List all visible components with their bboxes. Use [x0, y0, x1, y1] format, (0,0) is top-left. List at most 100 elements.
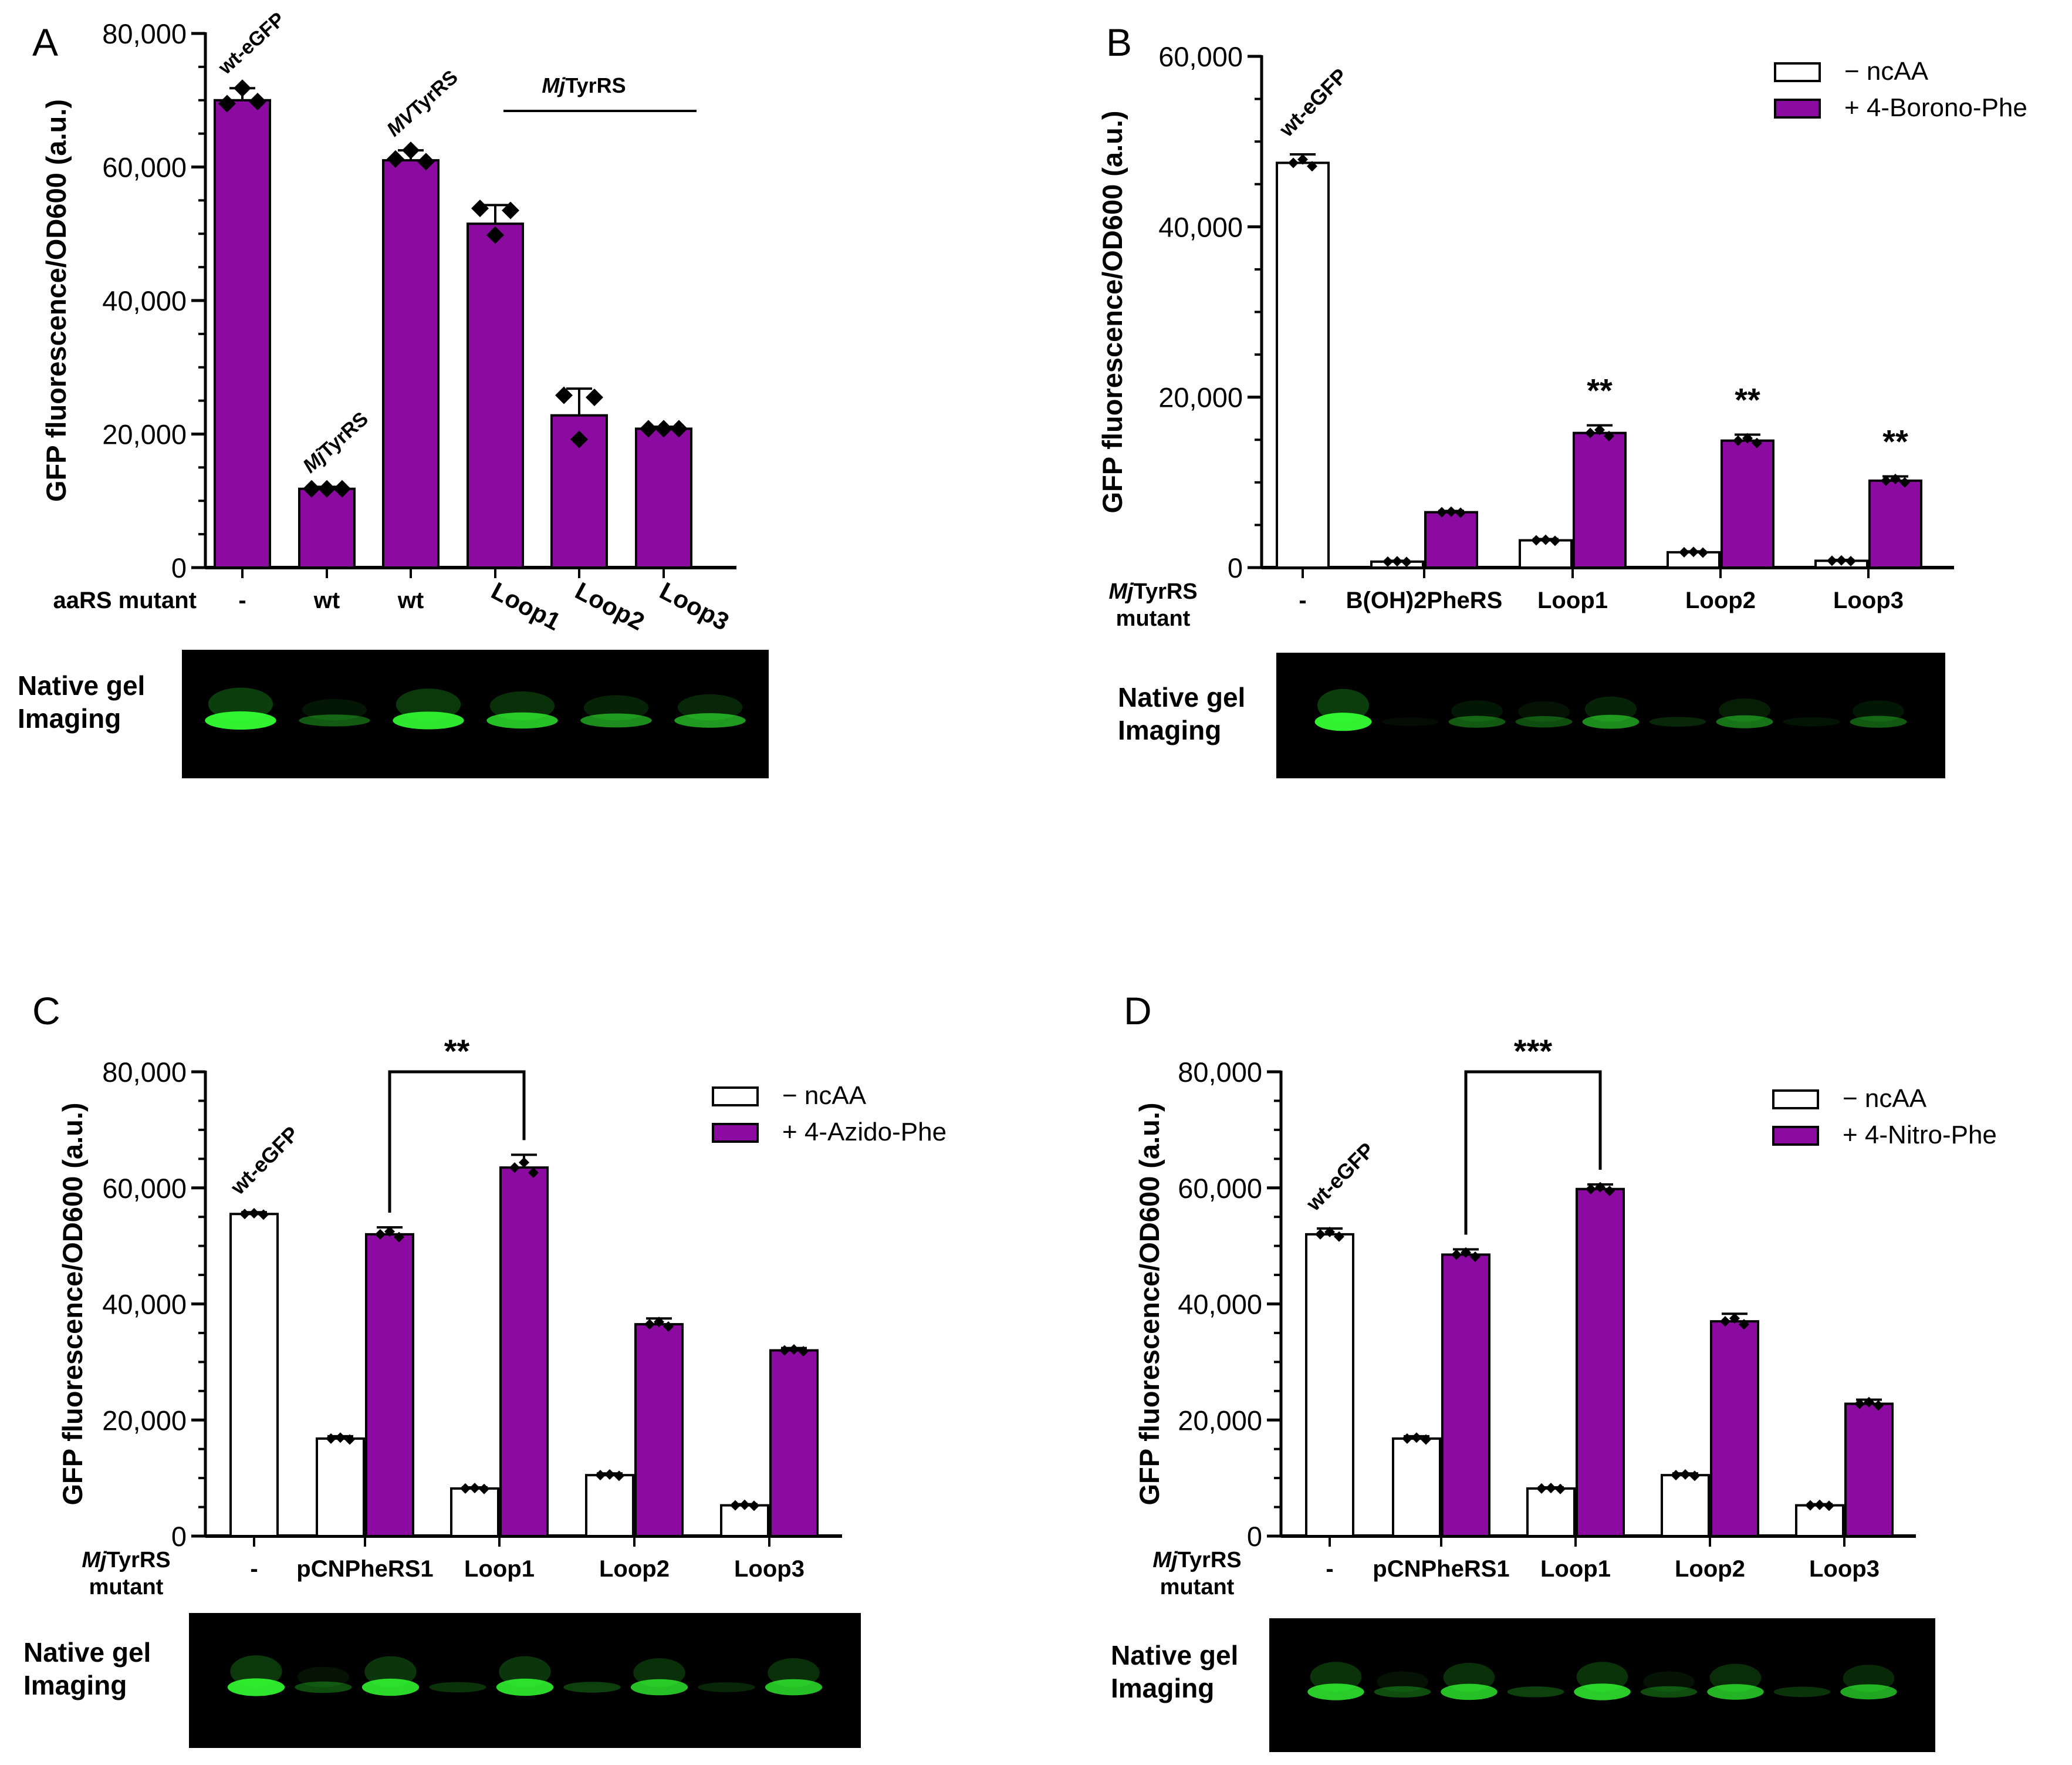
panel-b-gel-band-smear: [1718, 698, 1771, 722]
panel-d-bar-ncaa: [1576, 1187, 1625, 1538]
panel-d-gel-band-smear: [1843, 1665, 1895, 1692]
panel-b-legend-label: − ncAA: [1844, 57, 1929, 86]
panel-a-bar: [382, 159, 440, 569]
panel-b-category-label: -: [1299, 588, 1306, 613]
panel-b-bar-wt-data-point: [1288, 157, 1299, 168]
panel-c-bracket: [388, 1070, 526, 1213]
panel-b-bar-no-ncaa-data-point: [1383, 556, 1393, 567]
panel-a-category-label: Loop3: [655, 576, 734, 636]
panel-b-gel-band: [1381, 717, 1439, 726]
panel-c-gel-band: [496, 1678, 554, 1696]
panel-b-significance: **: [1882, 423, 1908, 460]
panel-b-bar-ncaa: [1721, 439, 1774, 569]
panel-d-category-label: Loop3: [1809, 1556, 1880, 1582]
panel-a-group-label: MjTyrRS: [542, 73, 626, 97]
panel-b-gel-band: [1783, 717, 1840, 727]
panel-d-bracket: [1464, 1070, 1602, 1235]
panel-a-bar-data-point: [417, 153, 435, 171]
panel-a-bar-data-point: [318, 480, 336, 498]
panel-b-gel-band-smear: [1451, 700, 1503, 722]
panel-c-bar-ncaa: [499, 1166, 549, 1538]
panel-c-bar-ncaa-data-point: [509, 1162, 520, 1173]
panel-c-bar-wt-data-point: [258, 1209, 269, 1220]
panel-c-y-label: GFP fluorescence/OD600 (a.u.): [57, 1102, 88, 1505]
panel-c-bar-ncaa-data-point: [375, 1229, 386, 1240]
panel-a-bar-data-point: [218, 95, 236, 113]
panel-d-gel-band-smear: [1643, 1671, 1695, 1692]
panel-d-ytick-label: 40,000: [1178, 1289, 1262, 1320]
panel-b-bar-wt: [1276, 161, 1330, 569]
panel-b-bar-ncaa-data-point: [1594, 424, 1605, 436]
panel-c-gel-band: [227, 1678, 285, 1696]
panel-c-bar-ncaa: [365, 1233, 414, 1538]
panel-d-bar-no-ncaa: [1392, 1437, 1441, 1537]
panel-a-gel-band-smear: [302, 698, 367, 721]
panel-d-gel-band: [1640, 1686, 1698, 1698]
panel-d-category-label: pCNPheRS1: [1373, 1556, 1509, 1582]
panel-c-legend-swatch: [712, 1123, 759, 1143]
panel-c-bar-no-ncaa-data-point: [469, 1483, 480, 1494]
panel-a-gel-band-smear: [396, 689, 461, 721]
panel-d-gel-band-smear: [1576, 1662, 1628, 1692]
panel-b-bar-no-ncaa-data-point: [1540, 534, 1551, 545]
panel-b-bar-annotation: wt-eGFP: [1274, 63, 1352, 141]
panel-b-bar-no-ncaa-data-point: [1827, 555, 1837, 566]
panel-c-bar-ncaa-data-point: [644, 1319, 655, 1330]
panel-c-bar-no-ncaa-data-point: [595, 1470, 606, 1481]
panel-b-gel-band: [1515, 716, 1573, 728]
panel-c-bracket-label: **: [444, 1032, 470, 1069]
panel-b-bar-no-ncaa-data-point: [1845, 555, 1856, 566]
panel-d-gel-band: [1707, 1684, 1764, 1700]
panel-d-bar-no-ncaa-data-point: [1814, 1499, 1825, 1510]
panel-b-gel-label-2: Imaging: [1118, 715, 1221, 745]
panel-b-category-label: Loop3: [1833, 588, 1904, 613]
panel-d-bar-no-ncaa-data-point: [1536, 1483, 1547, 1494]
panel-c-gel-band: [361, 1678, 420, 1696]
panel-b-legend-swatch: [1774, 99, 1821, 119]
panel-d-bar-ncaa-data-point: [1604, 1185, 1615, 1196]
panel-c-bar-wt-data-point: [249, 1208, 259, 1219]
panel-d-bar-ncaa: [1844, 1402, 1894, 1537]
panel-a-bar-annotation: wt-eGFP: [214, 8, 289, 79]
panel-c-bar-ncaa-data-point: [384, 1226, 395, 1237]
panel-c-gel-band: [563, 1682, 621, 1693]
panel-d-bar-ncaa-data-point: [1461, 1247, 1471, 1258]
panel-a-bar-data-point: [387, 150, 404, 168]
panel-c-bar-ncaa-data-point: [528, 1167, 539, 1178]
panel-a-gel-band: [674, 713, 746, 728]
panel-d-bracket-label: ***: [1514, 1032, 1553, 1069]
panel-a-bar-data-point: [640, 420, 657, 438]
panel-c-gel-band: [765, 1679, 823, 1696]
panel-b-gel-band-smear: [1852, 700, 1905, 722]
panel-c-category-label: -: [250, 1556, 258, 1582]
panel-c-bar-no-ncaa-data-point: [479, 1483, 489, 1494]
panel-a-bar: [635, 427, 692, 569]
panel-b-gel-band: [1649, 717, 1706, 727]
panel-d-bar-no-ncaa: [1661, 1474, 1710, 1537]
panel-c-gel-band-smear: [297, 1666, 350, 1688]
panel-b-bar-ncaa-data-point: [1436, 507, 1447, 518]
panel-c-bar-ncaa-data-point: [798, 1346, 809, 1357]
panel-d-ytick-label: 80,000: [1178, 1057, 1262, 1088]
panel-d-category-label: -: [1326, 1556, 1333, 1582]
panel-d-bar-ncaa: [1710, 1320, 1759, 1538]
panel-c-category-label: pCNPheRS1: [296, 1556, 433, 1582]
panel-d-bar-ncaa-data-point: [1864, 1396, 1874, 1408]
panel-b-legend-label: + 4-Borono-Phe: [1844, 93, 2027, 122]
panel-d-bar-annotation: wt-eGFP: [1301, 1138, 1379, 1216]
panel-c-bar-no-ncaa-data-point: [614, 1470, 624, 1481]
panel-c-gel-label: Native gel: [23, 1637, 151, 1668]
panel-b-bar-no-ncaa-data-point: [1392, 556, 1402, 567]
panel-a-gel-band: [393, 711, 464, 730]
panel-d-ytick-label: 20,000: [1178, 1405, 1262, 1436]
panel-d-bar-wt-data-point: [1324, 1226, 1335, 1237]
panel-b-gel-label: Native gel: [1118, 682, 1245, 713]
panel-c-bar-ncaa-data-point: [789, 1344, 799, 1355]
panel-a-bar-data-point: [502, 201, 519, 220]
panel-a-gel-band: [580, 713, 652, 728]
panel-c-row-label: MjTyrRS: [82, 1548, 170, 1572]
panel-c-bar-no-ncaa: [316, 1437, 365, 1537]
panel-d-letter: D: [1124, 989, 1152, 1032]
panel-a-bar: [467, 222, 524, 569]
